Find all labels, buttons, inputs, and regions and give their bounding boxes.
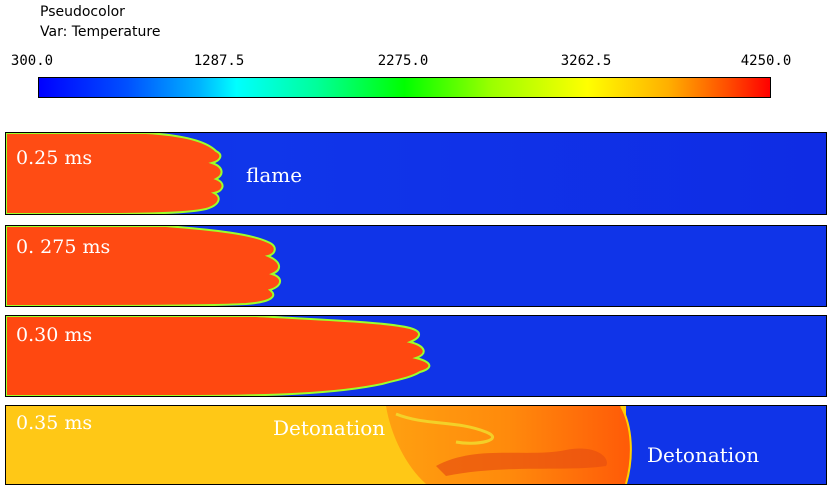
legend-title-line2: Var: Temperature (40, 24, 161, 40)
tick-label-4: 3262.5 (560, 53, 612, 69)
tick-label-min: 300.0 (10, 53, 54, 69)
tick-label-max: 4250.0 (740, 53, 792, 69)
simulation-panel-030ms: 0.30 ms (5, 315, 827, 397)
time-label-0275ms: 0. 275 ms (16, 236, 111, 258)
detonation-label-left: Detonation (273, 416, 386, 440)
tick-label-2: 1287.5 (193, 53, 245, 69)
time-label-035ms: 0.35 ms (16, 412, 93, 434)
temperature-field-0275ms (6, 226, 826, 306)
temperature-field-025ms (6, 133, 826, 214)
temperature-field-030ms (6, 316, 826, 396)
time-label-030ms: 0.30 ms (16, 324, 93, 346)
temperature-field-035ms (6, 406, 826, 484)
legend-title-line1: Pseudocolor (40, 4, 125, 20)
detonation-label-right: Detonation (647, 443, 760, 467)
flame-label: flame (246, 163, 303, 187)
legend-title: Pseudocolor Var: Temperature (40, 2, 160, 42)
simulation-panel-0275ms: 0. 275 ms (5, 225, 827, 307)
legend-ticks: 300.0 1287.5 2275.0 3262.5 4250.0 (0, 53, 830, 73)
simulation-panel-025ms: 0.25 ms flame (5, 132, 827, 215)
temperature-colorbar (38, 77, 771, 98)
simulation-panel-035ms: 0.35 ms Detonation Detonation (5, 405, 827, 485)
tick-label-3: 2275.0 (377, 53, 429, 69)
time-label-025ms: 0.25 ms (16, 147, 93, 169)
